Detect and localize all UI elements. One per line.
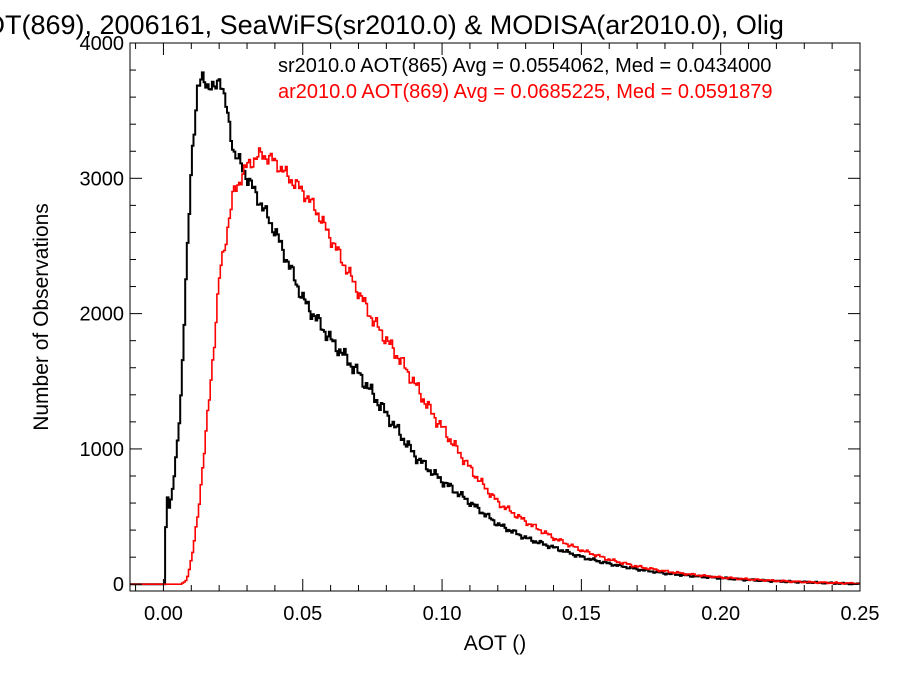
x-tick-label: 0.10 bbox=[423, 603, 462, 625]
y-tick-label: 1000 bbox=[80, 439, 125, 461]
legend: sr2010.0 AOT(865) Avg = 0.0554062, Med =… bbox=[278, 55, 772, 103]
y-axis-label: Number of Observations bbox=[30, 203, 53, 431]
series-line-sr2010 bbox=[130, 71, 860, 586]
x-tick-label: 0.15 bbox=[562, 603, 601, 625]
chart-title: OT(869), 2006161, SeaWiFS(sr2010.0) & MO… bbox=[0, 10, 784, 40]
x-tick-label: 0.00 bbox=[144, 603, 183, 625]
x-tick-label: 0.05 bbox=[283, 603, 322, 625]
series-line-ar2010 bbox=[130, 147, 860, 585]
legend-entry-ar2010: ar2010.0 AOT(869) Avg = 0.0685225, Med =… bbox=[278, 81, 772, 103]
y-tick-label: 3000 bbox=[80, 168, 125, 190]
x-tick-label: 0.20 bbox=[701, 603, 740, 625]
x-axis-label: AOT () bbox=[464, 632, 527, 655]
y-tick-label: 2000 bbox=[80, 304, 125, 326]
plot-frame bbox=[129, 42, 861, 592]
legend-entry-sr2010: sr2010.0 AOT(865) Avg = 0.0554062, Med =… bbox=[278, 55, 771, 77]
x-tick-label: 0.25 bbox=[841, 603, 880, 625]
y-tick-label: 0 bbox=[113, 574, 124, 596]
plot-area: 0.00 0.05 0.10 0.15 0.20 0.25 0 1000 2000 3000 400… bbox=[80, 33, 880, 625]
y-tick-label: 4000 bbox=[80, 33, 125, 55]
